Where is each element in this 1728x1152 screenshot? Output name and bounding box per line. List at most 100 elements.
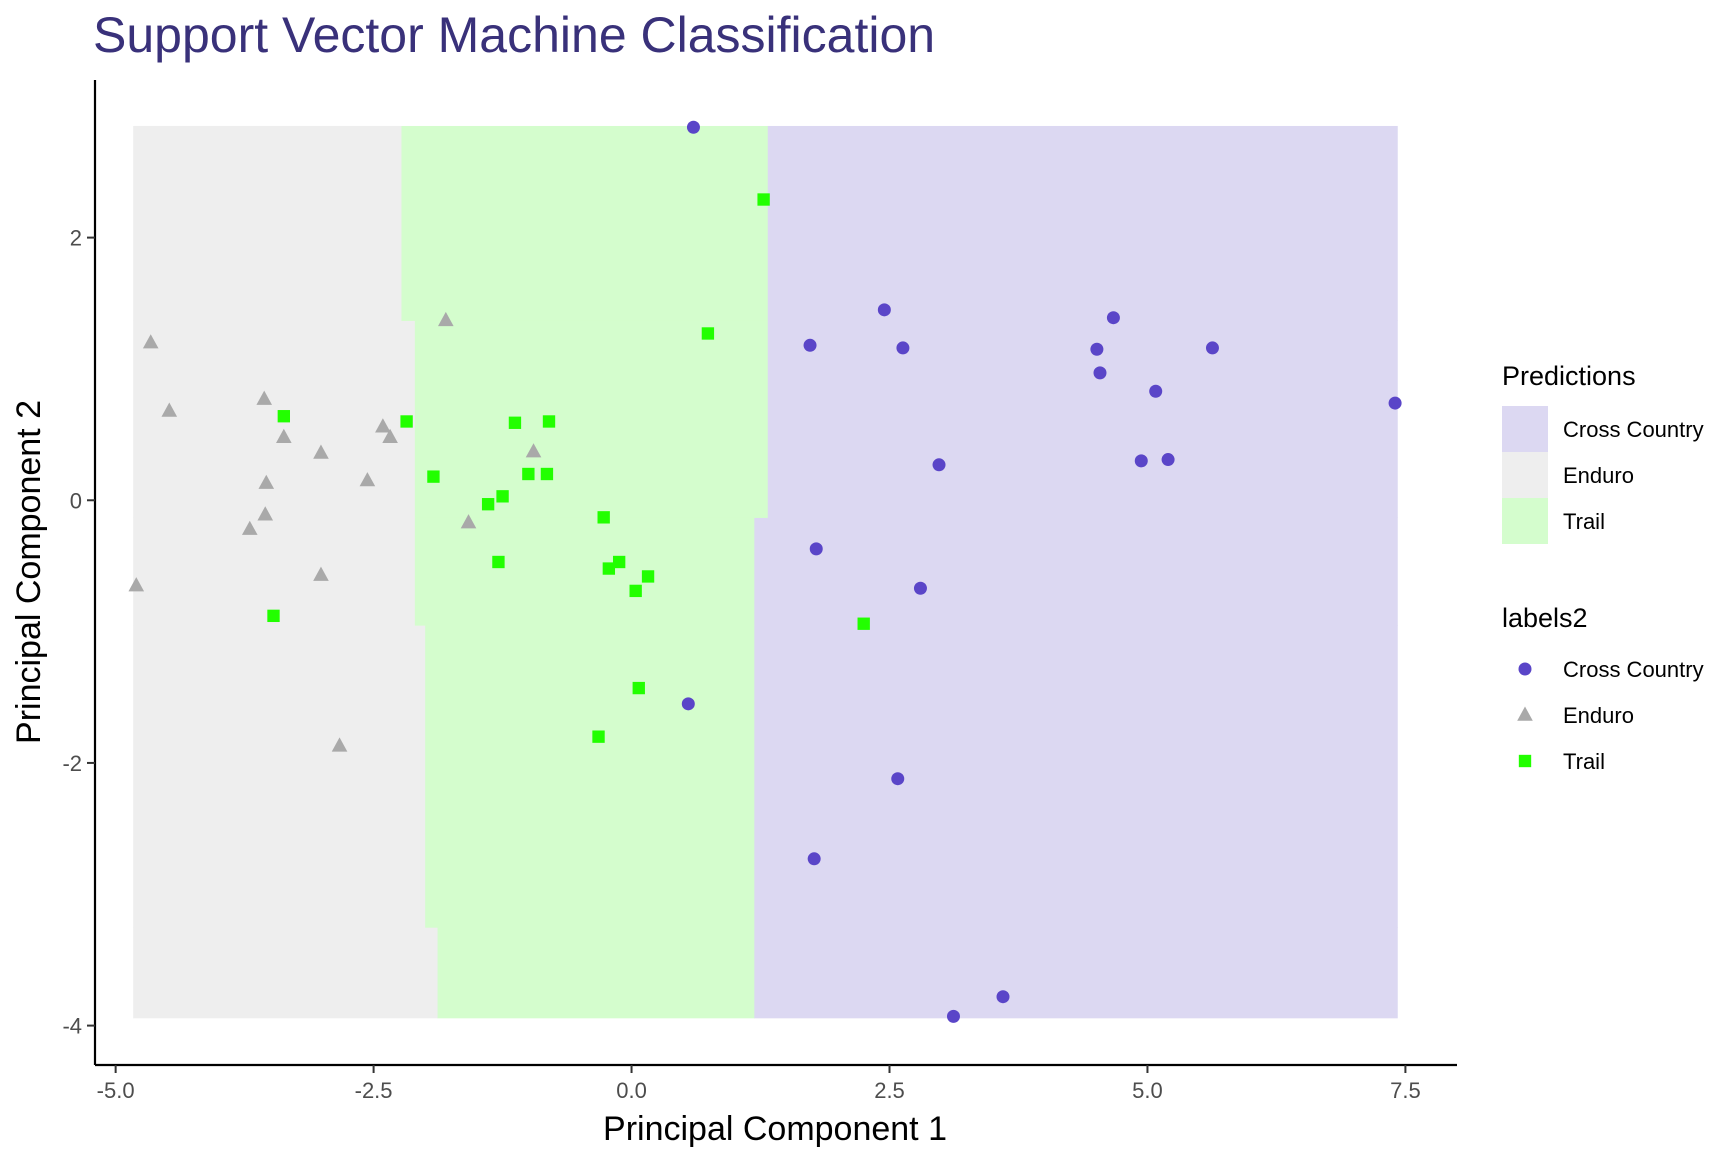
point-cross-country <box>1205 341 1219 355</box>
y-tick-label: -2 <box>62 751 82 776</box>
legend-key-circle <box>1518 662 1532 676</box>
point-cross-country <box>1093 366 1107 380</box>
point-enduro <box>258 474 275 489</box>
point-trail <box>592 730 605 743</box>
region-enduro <box>133 320 416 518</box>
region-cross-country <box>754 927 1398 1019</box>
point-trail <box>267 609 280 623</box>
point-enduro <box>438 311 454 327</box>
legend-key-triangle <box>1517 706 1533 721</box>
point-cross-country <box>1106 311 1120 325</box>
point-enduro <box>142 334 159 349</box>
legend-predictions-title: Predictions <box>1502 361 1636 391</box>
point-cross-country <box>681 697 695 711</box>
prediction-regions <box>133 125 1398 1019</box>
point-trail <box>542 415 556 428</box>
data-points <box>128 120 1402 1023</box>
point-trail <box>629 584 642 598</box>
point-cross-country <box>1388 396 1402 410</box>
point-enduro <box>128 577 145 592</box>
legend-label: Enduro <box>1563 703 1634 728</box>
legend-label: Cross Country <box>1563 657 1704 682</box>
legend-swatch <box>1502 452 1548 498</box>
point-trail <box>522 467 535 481</box>
x-tick-label: 0.0 <box>616 1078 647 1103</box>
y-tick-label: -4 <box>62 1014 82 1039</box>
point-trail <box>508 416 522 429</box>
region-enduro <box>133 927 439 1019</box>
y-tick-label: 0 <box>70 488 82 513</box>
x-tick-label: 7.5 <box>1390 1078 1421 1103</box>
y-tick-label: 2 <box>70 226 82 251</box>
point-enduro <box>331 737 348 752</box>
legend-key-square <box>1518 754 1532 768</box>
x-ticks: -5.0 -2.5 0.0 2.5 5.0 7.5 <box>97 1065 1421 1103</box>
point-enduro <box>460 514 477 529</box>
point-trail <box>540 467 554 481</box>
legend-labels2: labels2 Cross Country Enduro Trail <box>1502 603 1704 774</box>
x-tick-label: -2.5 <box>355 1078 393 1103</box>
point-trail <box>632 681 645 695</box>
chart-title: Support Vector Machine Classification <box>93 7 935 63</box>
region-trail <box>401 125 769 321</box>
point-cross-country <box>877 303 891 317</box>
point-trail <box>496 490 509 503</box>
region-trail <box>437 927 755 1019</box>
x-tick-label: 5.0 <box>1132 1078 1163 1103</box>
legend-label: Cross Country <box>1563 417 1704 442</box>
legend-swatch <box>1502 498 1548 544</box>
legend-label: Enduro <box>1563 463 1634 488</box>
point-cross-country <box>913 581 927 595</box>
point-cross-country <box>686 120 700 134</box>
legend-swatch <box>1502 406 1548 452</box>
point-cross-country <box>1161 453 1175 467</box>
y-axis-title: Principal Component 2 <box>10 400 48 744</box>
point-enduro <box>276 428 292 443</box>
point-trail <box>857 617 870 630</box>
point-enduro <box>256 390 273 405</box>
point-enduro <box>313 566 329 581</box>
point-enduro <box>161 402 178 417</box>
point-trail <box>400 415 413 428</box>
region-cross-country <box>767 125 1398 321</box>
x-axis-title: Principal Component 1 <box>603 1110 947 1148</box>
point-cross-country <box>809 542 823 556</box>
point-cross-country <box>891 772 905 786</box>
point-enduro <box>313 444 329 459</box>
point-enduro <box>375 418 391 433</box>
region-trail <box>414 320 769 518</box>
legend-predictions: Predictions Cross Country Enduro Trail <box>1502 361 1704 544</box>
legend-label: Trail <box>1563 749 1605 774</box>
point-enduro <box>241 520 258 535</box>
legend-labels2-title: labels2 <box>1502 603 1588 633</box>
x-tick-label: 2.5 <box>874 1078 905 1103</box>
point-trail <box>481 498 495 511</box>
point-enduro <box>257 506 274 521</box>
point-cross-country <box>932 458 946 472</box>
point-cross-country <box>1134 454 1148 468</box>
region-cross-country <box>754 625 1398 928</box>
y-ticks: 2 0 -2 -4 <box>62 226 95 1039</box>
region-trail <box>414 517 755 626</box>
point-cross-country <box>803 338 817 352</box>
point-enduro <box>359 472 376 487</box>
point-cross-country <box>996 990 1010 1004</box>
point-cross-country <box>946 1009 960 1023</box>
point-trail <box>492 555 505 569</box>
region-enduro <box>133 125 403 321</box>
point-cross-country <box>1149 384 1163 398</box>
point-trail <box>597 511 610 524</box>
point-trail <box>277 410 290 423</box>
point-enduro <box>382 428 398 443</box>
point-cross-country <box>1090 342 1104 356</box>
point-trail <box>602 562 616 575</box>
region-cross-country <box>767 320 1398 518</box>
region-trail <box>425 625 755 928</box>
point-cross-country <box>896 341 910 355</box>
axes: -5.0 -2.5 0.0 2.5 5.0 7.5 2 0 -2 -4 <box>62 80 1457 1103</box>
region-cross-country <box>754 517 1398 626</box>
point-trail <box>612 555 626 569</box>
point-trail <box>757 193 770 206</box>
region-enduro <box>133 517 416 626</box>
